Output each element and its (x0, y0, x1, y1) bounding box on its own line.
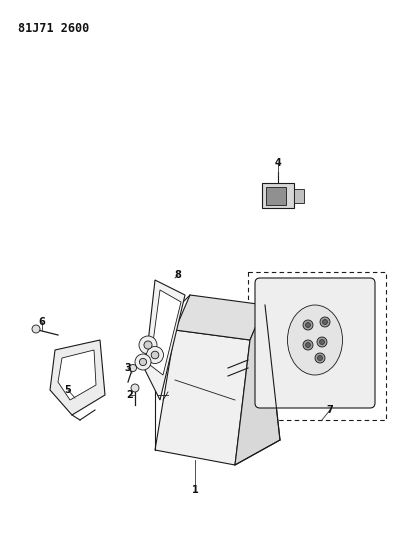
Text: 7: 7 (327, 405, 334, 415)
Circle shape (306, 343, 310, 348)
Text: 1: 1 (191, 485, 198, 495)
Text: 4: 4 (275, 158, 281, 168)
Bar (262, 183, 294, 208)
Text: 6: 6 (39, 317, 45, 327)
Circle shape (320, 317, 330, 327)
Text: 8: 8 (175, 270, 181, 280)
Circle shape (139, 336, 157, 354)
Polygon shape (155, 330, 250, 465)
Circle shape (303, 320, 313, 330)
Bar (248, 272, 386, 420)
Circle shape (322, 319, 328, 325)
Circle shape (318, 356, 322, 360)
Circle shape (129, 365, 137, 372)
Text: 2: 2 (127, 390, 133, 400)
Bar (266, 187, 286, 205)
Circle shape (315, 353, 325, 363)
Ellipse shape (287, 305, 343, 375)
Circle shape (135, 354, 151, 370)
Circle shape (317, 337, 327, 347)
Text: 3: 3 (125, 363, 131, 373)
FancyBboxPatch shape (255, 278, 375, 408)
Circle shape (151, 351, 159, 359)
Circle shape (144, 341, 152, 349)
Circle shape (32, 325, 40, 333)
Polygon shape (175, 295, 265, 340)
Polygon shape (58, 350, 96, 400)
Circle shape (320, 340, 324, 344)
Polygon shape (145, 280, 185, 400)
Circle shape (303, 340, 313, 350)
Circle shape (131, 384, 139, 392)
Bar (294, 189, 304, 203)
Circle shape (146, 346, 164, 364)
Text: 81J71 2600: 81J71 2600 (18, 22, 89, 35)
Polygon shape (50, 340, 105, 415)
Polygon shape (235, 305, 280, 465)
Circle shape (139, 358, 146, 366)
Text: 5: 5 (64, 385, 71, 395)
Circle shape (306, 322, 310, 327)
Polygon shape (150, 290, 181, 375)
